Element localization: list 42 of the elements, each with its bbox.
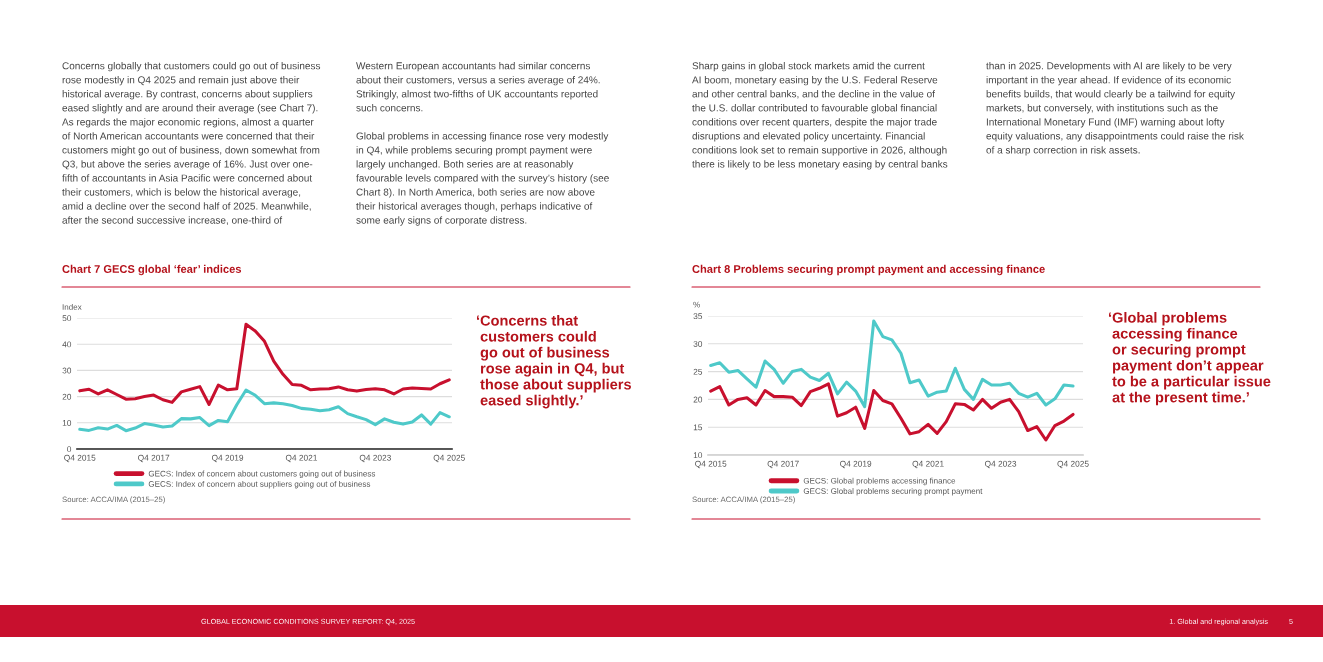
y-tick-label: 20 — [62, 393, 72, 400]
y-tick-label: 50 — [62, 315, 72, 322]
y-tick-label: 0 — [67, 446, 72, 453]
legend-label: GECS: Global problems accessing finance — [803, 477, 956, 486]
y-axis-title: % — [693, 301, 700, 308]
text: than in 2025. Developments with AI are likely to be very important in the year ahead. If evidence of its economic benefits builds, that would clearly be a tailwind for equity markets, but conversely, with institutions such as the International Monetary Fund (IMF) warning about lofty equity valuations, any disappointments could raise the risk of a sharp correction in risk assets. — [986, 62, 1244, 156]
x-tick-label: Q4 2015 — [64, 454, 96, 463]
x-tick-label: Q4 2017 — [767, 460, 799, 469]
y-tick-label: 10 — [62, 420, 72, 426]
text: Sharp gains in global stock markets amid the current AI boom, monetary easing by the U.S. Federal Reserve and other central banks, and the decline in the value of the U.S. dollar contributed to favourable global financial conditions over recent quarters, despite the major trade disruptions and elevated policy uncertainty. Financial conditions look set to remain supportive in 2026, although there is likely to be less monetary easing by central banks — [692, 62, 948, 170]
text: ‘Global problems accessing finance or securing prompt payment don’t appear to be a particular issue at the present time.’ — [1108, 312, 1271, 406]
y-tick-label: 30 — [62, 367, 72, 374]
text: Western European accountants had similar concerns about their customers, versus a series average of 24%. Strikingly, almost two-fifths of UK accountants reported such concerns. Global problems in accessing finance rose very modestly in Q4, while problems securing prompt payment were largely unchanged. Both series are at reasonably favourable levels compared with the survey’s history (see Chart 8). In North America, both series are now above their historical averages though, perhaps indicative of some early signs of corporate distress. — [356, 62, 609, 226]
chart-title: Chart 8 Problems securing prompt payment and accessing finance — [692, 264, 1045, 276]
line-series — [709, 382, 1075, 442]
y-tick-label: 35 — [693, 313, 703, 320]
y-tick-label: 30 — [693, 341, 703, 347]
y-tick-label: 10 — [693, 452, 703, 459]
line-series — [78, 322, 451, 406]
y-tick-label: 25 — [693, 368, 703, 375]
x-tick-label: Q4 2019 — [840, 460, 872, 469]
line-series — [709, 319, 1075, 409]
legend-label: GECS: Index of concern about customers going out of business — [148, 470, 376, 479]
x-tick-label: Q4 2025 — [1057, 460, 1089, 469]
x-tick-label: Q4 2023 — [359, 454, 391, 463]
legend-label: GECS: Global problems securing prompt payment — [803, 488, 983, 496]
x-tick-label: Q4 2023 — [984, 460, 1017, 469]
x-tick-label: Q4 2019 — [211, 454, 244, 463]
y-tick-label: 40 — [62, 341, 72, 348]
y-tick-label: 20 — [693, 396, 703, 403]
line-series — [78, 388, 451, 433]
chart-title: Chart 7 GECS global ‘fear’ indices — [62, 264, 242, 276]
x-tick-label: Q4 2025 — [433, 454, 465, 463]
x-tick-label: Q4 2021 — [285, 454, 318, 463]
text: Concerns globally that customers could go out of business rose modestly in Q4 2025 and remain just above their historical average. By contrast, concerns about suppliers eased slightly and are around their average (see Chart 7). As regards the major economic regions, almost a quarter of North American accountants were concerned that their customers might go out of business, down somewhat from Q3, but above the series average of 16%. Just over one- fifth of accountants in Asia Pacific were concerned about their customers, which is below the historical average, amid a decline over the second half of 2025. Meanwhile, after the second successive increase, one-third of — [62, 62, 321, 225]
y-tick-label: 15 — [693, 424, 703, 431]
x-tick-label: Q4 2017 — [138, 454, 170, 463]
legend-label: GECS: Index of concern about suppliers going out of business — [148, 480, 371, 489]
x-tick-label: Q4 2015 — [695, 460, 727, 469]
x-tick-label: Q4 2021 — [912, 460, 944, 469]
y-axis-title: Index — [62, 303, 82, 310]
text: ‘Concerns that customers could go out of business rose again in Q4, but those about suppliers eased slightly.’ — [476, 315, 631, 409]
